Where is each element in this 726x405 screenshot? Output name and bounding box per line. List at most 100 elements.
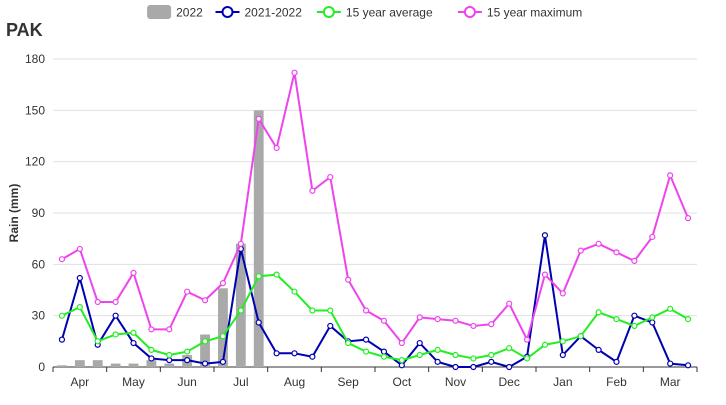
- data-point: [488, 351, 495, 359]
- legend-item: 2021-2022: [215, 6, 303, 20]
- data-point: [76, 304, 83, 311]
- data-point: [166, 326, 173, 333]
- data-point: [649, 314, 656, 321]
- legend-label: 15 year maximum: [487, 6, 582, 20]
- data-point: [416, 314, 423, 321]
- bar: [146, 360, 157, 367]
- data-point: [631, 322, 638, 330]
- data-point: [595, 240, 602, 247]
- data-point: [112, 312, 119, 319]
- data-point: [201, 360, 209, 367]
- legend-swatch-marker: [221, 6, 234, 18]
- data-point: [148, 326, 155, 333]
- data-point: [488, 321, 495, 328]
- data-point: [684, 315, 692, 323]
- data-point: [559, 351, 566, 359]
- legend-swatch-marker: [322, 6, 335, 18]
- data-point: [649, 233, 656, 241]
- data-point: [380, 317, 388, 324]
- data-point: [237, 240, 244, 247]
- x-tick-label: Apr: [70, 375, 89, 389]
- data-point: [327, 322, 334, 330]
- data-point: [613, 358, 620, 365]
- data-point: [76, 245, 83, 253]
- data-point: [434, 346, 441, 353]
- y-tick-label: 0: [38, 360, 45, 374]
- data-point: [506, 345, 513, 352]
- data-point: [416, 339, 423, 347]
- data-point: [541, 271, 549, 278]
- data-point: [631, 257, 638, 265]
- data-point: [470, 363, 477, 371]
- data-point: [58, 312, 66, 319]
- legend-item: 2022: [147, 5, 203, 20]
- data-point: [273, 271, 280, 278]
- bar: [218, 288, 228, 367]
- bar: [110, 363, 121, 367]
- data-point: [684, 215, 692, 222]
- data-point: [506, 300, 513, 307]
- legend-item: 15 year maximum: [457, 6, 582, 20]
- x-tick-label: Mar: [660, 375, 681, 389]
- series-line: [61, 273, 689, 362]
- y-axis-title: Rain (mm): [7, 184, 21, 243]
- x-tick-label: Feb: [606, 375, 627, 389]
- bar: [164, 363, 175, 367]
- data-point: [577, 247, 584, 254]
- legend-label: 2021-2022: [245, 6, 303, 20]
- data-point: [148, 355, 155, 362]
- bar: [57, 365, 67, 367]
- legend: 2022 2021-2022 15 year average 15 year maxi…: [147, 5, 582, 20]
- data-point: [291, 69, 298, 76]
- legend-label: 2022: [176, 6, 203, 20]
- bar: [200, 334, 210, 367]
- data-point: [58, 336, 66, 343]
- data-point: [273, 144, 280, 152]
- y-tick-label: 180: [25, 52, 45, 66]
- data-point: [470, 322, 477, 330]
- bar: [74, 360, 85, 367]
- data-point: [345, 276, 352, 283]
- x-tick-label: Nov: [445, 375, 466, 389]
- data-point: [488, 358, 495, 365]
- x-tick-label: Jun: [177, 375, 196, 389]
- line-series-15 year average: [58, 271, 692, 364]
- data-point: [94, 338, 101, 345]
- data-point: [470, 355, 477, 362]
- data-point: [362, 336, 370, 343]
- data-point: [649, 319, 656, 326]
- data-point: [201, 297, 209, 304]
- data-point: [667, 305, 674, 312]
- x-tick-label: Sep: [337, 375, 359, 389]
- data-point: [452, 317, 459, 324]
- data-point: [201, 338, 209, 345]
- data-point: [255, 319, 262, 326]
- data-point: [94, 298, 101, 306]
- data-point: [434, 315, 441, 323]
- data-point: [255, 115, 262, 122]
- legend-item: 15 year average: [316, 6, 433, 20]
- data-point: [309, 353, 316, 360]
- chart-title: PAK: [6, 20, 43, 40]
- data-point: [76, 274, 83, 282]
- data-point: [631, 312, 638, 319]
- data-point: [130, 339, 137, 347]
- data-point: [291, 288, 298, 295]
- data-point: [398, 357, 405, 364]
- data-point: [667, 172, 674, 179]
- data-point: [327, 307, 334, 314]
- data-point: [309, 307, 316, 314]
- legend-swatch: [147, 5, 172, 19]
- data-point: [416, 351, 423, 359]
- legend-label: 15 year average: [346, 6, 433, 20]
- y-tick-label: 90: [32, 206, 46, 220]
- data-point: [219, 333, 227, 340]
- data-point: [166, 357, 173, 364]
- data-point: [613, 315, 620, 323]
- data-point: [559, 290, 566, 297]
- data-point: [452, 351, 459, 359]
- data-point: [559, 338, 566, 345]
- data-point: [684, 362, 692, 369]
- data-point: [523, 336, 531, 343]
